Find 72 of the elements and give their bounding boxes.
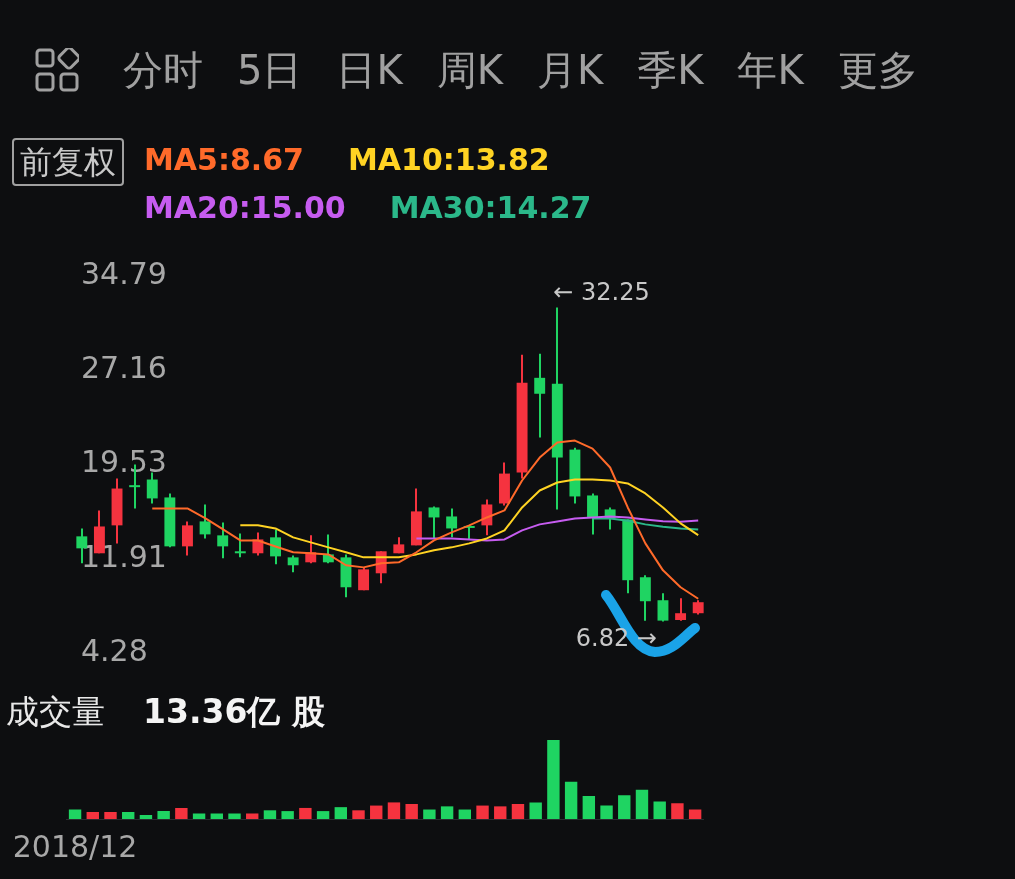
candlestick (534, 352, 546, 439)
bar (582, 796, 596, 819)
candlestick (639, 574, 651, 622)
candlestick (428, 505, 440, 540)
text: MA30:14.27 (389, 189, 592, 227)
bar (352, 810, 365, 819)
bar (68, 809, 82, 819)
bar (263, 810, 277, 819)
bar (494, 806, 507, 819)
legend-title: 前复权 (12, 138, 124, 186)
text: 5日 (237, 46, 303, 95)
candlestick (182, 520, 193, 557)
candlestick (481, 498, 493, 537)
candlestick (657, 592, 669, 623)
bar (334, 807, 348, 819)
text: 年K (737, 46, 804, 95)
text: MA10:13.82 (347, 141, 550, 179)
candlestick (199, 503, 211, 540)
bar (671, 803, 684, 819)
bar (104, 811, 117, 819)
bar (157, 811, 170, 819)
candlestick (234, 532, 246, 559)
annotation: 6.82 → (575, 623, 657, 652)
bar (688, 809, 702, 819)
bar (122, 811, 135, 819)
y-tick-label: 11.91 (81, 538, 167, 574)
text: 分时 (123, 46, 203, 95)
bar (564, 781, 578, 819)
y-tick-label: 34.79 (81, 255, 167, 291)
text: 日K (336, 46, 403, 95)
bar (228, 813, 241, 819)
bar (635, 789, 649, 819)
text: MA5:8.67 (144, 141, 304, 179)
bar (405, 803, 418, 819)
bar (210, 813, 223, 819)
y-tick-label: 19.53 (81, 444, 167, 480)
text: 季K (637, 46, 704, 95)
y-tick-label: 27.16 (81, 350, 167, 386)
bar (423, 809, 436, 819)
bar (440, 806, 454, 819)
bar (618, 795, 631, 819)
annotation: ← 32.25 (553, 277, 650, 306)
chart-subtitle: 13.36亿 股 (143, 691, 325, 733)
bar (370, 805, 383, 819)
text: 月K (536, 46, 604, 95)
bar (175, 807, 188, 819)
bar (246, 813, 259, 819)
bar (192, 813, 206, 819)
candlestick (446, 507, 458, 539)
bar (511, 803, 525, 819)
bar (476, 805, 489, 819)
y-tick-label: 4.28 (81, 632, 148, 668)
text: 周K (436, 46, 503, 95)
bar (86, 811, 99, 819)
text: MA20:15.00 (144, 189, 346, 227)
bar (139, 815, 153, 819)
bar (281, 811, 294, 819)
candlestick (587, 492, 598, 536)
chart-title: 成交量 (6, 691, 105, 733)
bar (299, 807, 312, 819)
bar (600, 805, 613, 819)
x-tick-label: 2018/12 (12, 828, 138, 864)
bar (653, 801, 666, 819)
bar (529, 802, 542, 819)
candlestick (146, 471, 158, 505)
text: 更多 (837, 46, 918, 95)
bar (458, 809, 472, 819)
bar (316, 811, 330, 819)
bar (547, 740, 560, 819)
candlestick (675, 597, 687, 622)
candlestick (217, 521, 229, 560)
bar (387, 802, 401, 819)
